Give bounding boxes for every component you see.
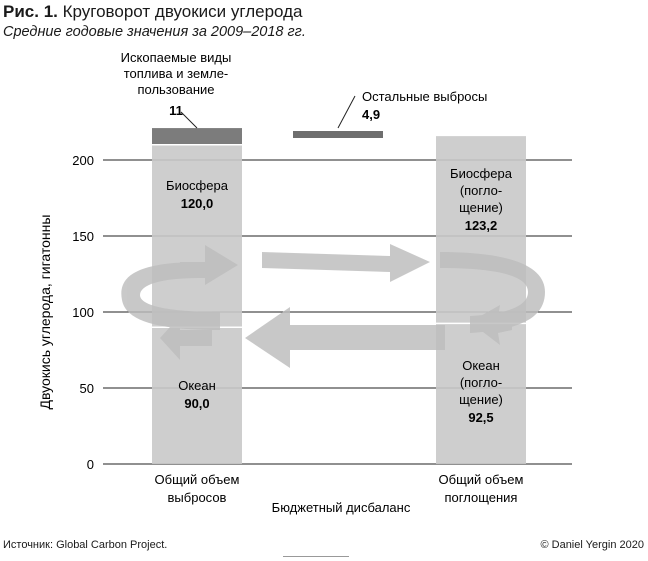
y-tick-label-150: 150 bbox=[72, 229, 94, 244]
fossil-label-line-0: Ископаемые виды bbox=[121, 50, 232, 65]
segment-name-1-0: Биосфера bbox=[166, 178, 229, 193]
footer-divider bbox=[283, 556, 349, 557]
segment-name-4-0: Биосфера bbox=[450, 166, 513, 181]
figure-label: Рис. 1. bbox=[3, 2, 58, 21]
category-label-0-0: Общий объем bbox=[155, 472, 240, 487]
segment-name-3-1: (погло- bbox=[460, 375, 502, 390]
source-note: Источник: Global Carbon Project. bbox=[3, 539, 168, 551]
category-label-1-0: Общий объем bbox=[439, 472, 524, 487]
fossil-label-line-2: пользование bbox=[137, 82, 214, 97]
imbalance-name: Остальные выбросы bbox=[362, 89, 487, 104]
segment-value-1: 120,0 bbox=[181, 196, 214, 211]
imbalance-bar bbox=[293, 131, 383, 138]
segment-name-4-2: щение) bbox=[459, 200, 503, 215]
arrow-bottom-left bbox=[160, 316, 212, 360]
y-tick-label-200: 200 bbox=[72, 153, 94, 168]
y-tick-label-50: 50 bbox=[80, 381, 94, 396]
bar-segment-4 bbox=[436, 136, 526, 324]
segment-name-0-0: Океан bbox=[178, 378, 216, 393]
bar-segment-1 bbox=[152, 144, 242, 328]
arrow-bottom-middle bbox=[245, 307, 445, 368]
imbalance-leader-line bbox=[337, 95, 356, 129]
segment-value-4: 123,2 bbox=[465, 218, 498, 233]
fossil-value: 11 bbox=[169, 103, 183, 118]
carbon-cycle-chart: 0 50 100 150 200 Двуокись углерода, гигатонны… bbox=[37, 50, 572, 515]
segment-name-3-2: щение) bbox=[459, 392, 503, 407]
y-tick-label-0: 0 bbox=[87, 457, 94, 472]
title-text: Круговорот двуокиси углерода bbox=[62, 2, 303, 21]
arrow-top-middle bbox=[262, 244, 430, 282]
category-label-1-1: поглощения bbox=[445, 490, 518, 505]
y-axis-label: Двуокись углерода, гигатонны bbox=[37, 215, 53, 410]
fossil-leader-line bbox=[180, 111, 198, 129]
imbalance-value: 4,9 bbox=[362, 107, 380, 122]
arrow-band-left bbox=[121, 262, 220, 330]
segment-name-3-0: Океан bbox=[462, 358, 500, 373]
arrow-band-right bbox=[440, 252, 545, 333]
category-label-0-1: выбросов bbox=[168, 490, 227, 505]
segment-name-4-1: (погло- bbox=[460, 183, 502, 198]
bar-segment-0 bbox=[152, 327, 242, 464]
segment-value-0: 90,0 bbox=[184, 396, 209, 411]
chart-subtitle: Средние годовые значения за 2009–2018 гг… bbox=[3, 24, 306, 40]
bar-segment-3 bbox=[436, 323, 526, 464]
copyright-note: © Daniel Yergin 2020 bbox=[540, 539, 644, 551]
x-axis-label: Бюджетный дисбаланс bbox=[272, 500, 411, 515]
fossil-label-line-1: топлива и земле- bbox=[124, 66, 229, 81]
chart-title: Рис. 1. Круговорот двуокиси углерода bbox=[3, 2, 303, 22]
arrow-top-left bbox=[180, 245, 238, 285]
y-tick-label-100: 100 bbox=[72, 305, 94, 320]
segment-value-3: 92,5 bbox=[468, 410, 493, 425]
bar-segment-2 bbox=[152, 128, 242, 145]
arrow-right-head bbox=[470, 305, 512, 345]
carbon-cycle-arrows bbox=[121, 244, 545, 368]
